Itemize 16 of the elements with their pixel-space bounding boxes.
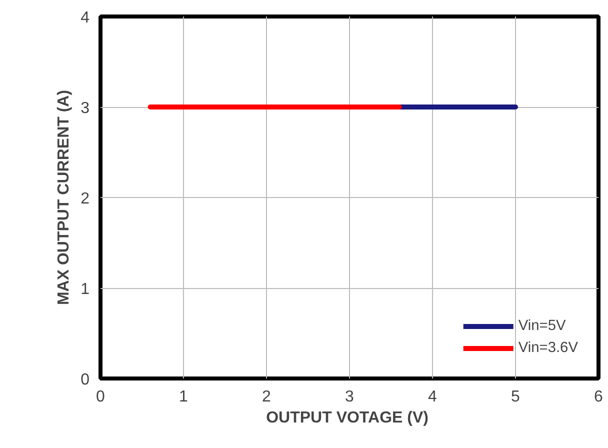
x-tick-label: 1 [179, 388, 188, 406]
x-tick-label: 3 [345, 388, 354, 406]
y-tick-label: 3 [80, 100, 90, 117]
y-tick-label: 4 [80, 10, 90, 26]
x-tick-label: 0 [96, 388, 106, 406]
x-tick-label: 2 [262, 388, 272, 406]
legend-label: Vin=3.6V [518, 340, 578, 356]
y-tick-label: 1 [80, 281, 90, 298]
x-axis-title: OUTPUT VOTAGE (V) [266, 410, 428, 426]
y-tick-label: 2 [80, 190, 90, 208]
x-tick-label: 4 [428, 388, 438, 406]
x-tick-label: 5 [511, 388, 520, 406]
legend-label: Vin=5V [518, 318, 566, 334]
y-tick-label: 0 [80, 372, 90, 388]
x-tick-label: 6 [594, 388, 604, 406]
y-axis-title: MAX OUTPUT CURRENT (A) [56, 90, 73, 306]
